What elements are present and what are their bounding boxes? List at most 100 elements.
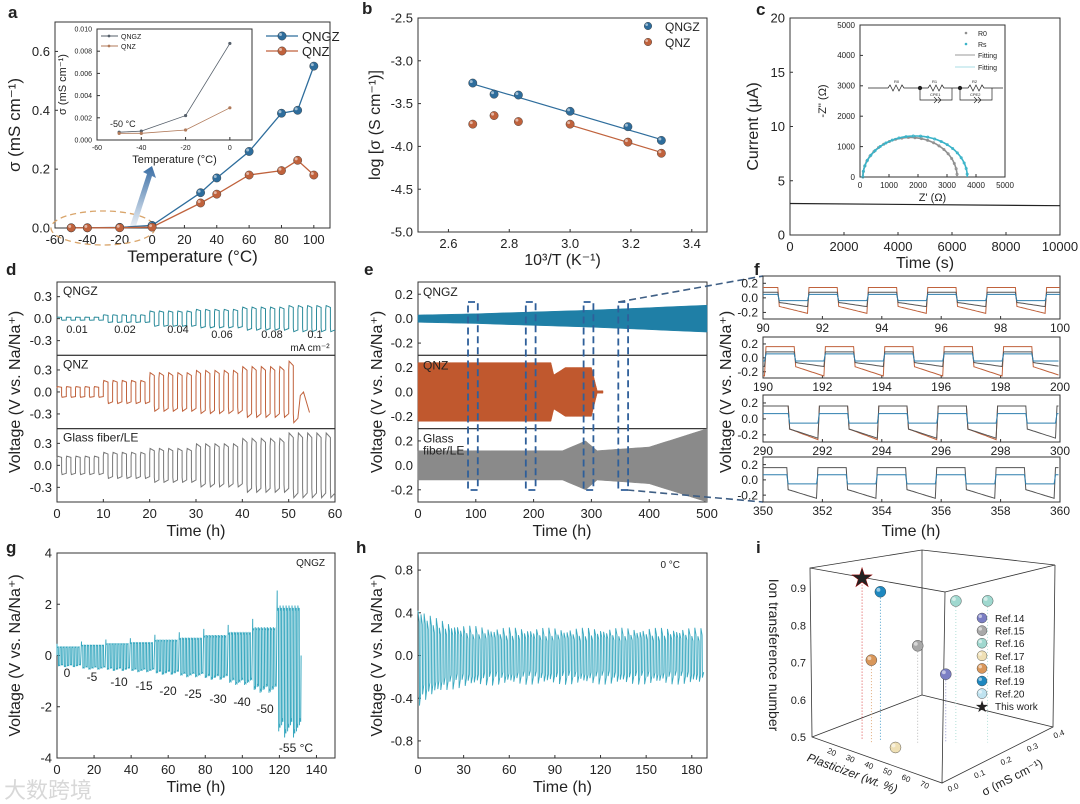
x-tick-label: 80 xyxy=(274,232,288,247)
x-tick-label: -20 xyxy=(110,232,129,247)
data-point xyxy=(890,138,894,142)
voltage-trace xyxy=(56,304,336,333)
x-tick-label: -40 xyxy=(136,145,146,152)
z-tick-label: 0.5 xyxy=(791,732,806,744)
data-point-highlight xyxy=(197,189,201,193)
voltage-trace xyxy=(56,590,302,738)
data-point-highlight xyxy=(278,110,282,114)
data-point-highlight xyxy=(68,224,72,228)
x-tick-label: 0 xyxy=(148,232,155,247)
x-tick-label: 40 xyxy=(124,762,138,777)
y-tick-label: -0.3 xyxy=(30,480,52,495)
x-tick-label: 70 xyxy=(919,779,931,791)
temperature-label: -40 xyxy=(233,695,251,709)
legend-label: This work xyxy=(995,702,1039,713)
x-tick-label: 400 xyxy=(638,506,660,521)
voltage-trace-GlassfiberLE xyxy=(763,291,1060,308)
legend-label: QNGZ xyxy=(665,20,700,34)
data-point xyxy=(939,139,943,143)
data-point-highlight xyxy=(952,597,956,601)
y-tick-label: 0.1 xyxy=(973,768,987,781)
data-point-highlight xyxy=(515,92,519,96)
data-point-highlight xyxy=(278,167,282,171)
x-tick-label: 350 xyxy=(753,504,773,518)
legend-marker xyxy=(277,46,287,56)
legend-marker-highlight xyxy=(978,690,982,694)
x-tick-label: 0 xyxy=(858,181,863,190)
circuit-label: R1 xyxy=(932,79,938,84)
x-axis-label: Time (h) xyxy=(167,779,226,796)
y-tick-label: 0.0 xyxy=(34,311,52,326)
legend-label: Ref.19 xyxy=(995,677,1025,688)
legend-label: QNZ xyxy=(665,36,690,50)
current-density-label: 0.08 xyxy=(261,329,282,341)
voltage-envelope xyxy=(417,304,708,333)
series-Ref.18: Ref.18 xyxy=(865,654,1025,743)
zoom-connector xyxy=(627,489,764,503)
legend-label: Rs xyxy=(978,42,987,49)
y-axis-label: -Z'' (Ω) xyxy=(817,84,829,117)
y-axis-label: σ (mS cm⁻¹) xyxy=(57,54,69,115)
x-tick-label: 356 xyxy=(931,504,951,518)
data-point xyxy=(244,170,254,180)
data-point xyxy=(513,117,523,126)
x-axis-label: Z' (Ω) xyxy=(919,192,946,204)
data-point-highlight xyxy=(116,224,120,228)
x-tick-label: 10000 xyxy=(1042,239,1078,254)
y-tick-label: 20 xyxy=(771,11,785,26)
data-point xyxy=(965,172,969,176)
current-density-label: 0.04 xyxy=(167,324,188,336)
x-tick-label: 2000 xyxy=(909,181,927,190)
axes-frame xyxy=(54,21,331,229)
x-tick-label: 100 xyxy=(465,506,487,521)
circuit-wires xyxy=(868,84,1003,104)
data-point-highlight xyxy=(876,587,881,592)
legend-label: Ref.18 xyxy=(995,664,1025,675)
x-tick-label: 354 xyxy=(872,504,892,518)
series-Ref.14: Ref.14 xyxy=(940,612,1025,742)
y-tick-label: 0.0 xyxy=(946,781,960,794)
data-point xyxy=(66,223,76,233)
legend-label: Ref.14 xyxy=(995,614,1025,625)
data-point xyxy=(117,131,121,135)
data-point-highlight xyxy=(567,108,571,112)
y-tick-label: 0.0 xyxy=(741,473,758,487)
subplot-label: Glass fiber/LE xyxy=(63,431,138,445)
subplot-1: 0.2 0.0 -0.2 xyxy=(391,354,708,430)
data-point xyxy=(889,741,902,754)
data-point xyxy=(959,156,963,160)
x-tick-label: 150 xyxy=(635,762,657,777)
data-point xyxy=(865,158,869,162)
x-axis-label: Time (h) xyxy=(167,523,226,540)
subplot-3: 350 352 354 356 358 360 0.20.0-0.2 xyxy=(737,456,1070,518)
data-point xyxy=(919,134,923,138)
legend-label: Ref.20 xyxy=(995,690,1025,701)
legend-marker-highlight xyxy=(978,664,982,669)
x-tick-label: 100 xyxy=(1050,321,1070,335)
circuit-label: CPE2 xyxy=(970,92,981,97)
y-tick-label: 0.3 xyxy=(34,289,52,304)
legend-marker-highlight xyxy=(978,652,982,656)
y-tick-label: 0.4 xyxy=(1052,728,1066,741)
data-point-highlight xyxy=(213,175,217,178)
zoom-window-box xyxy=(467,301,479,491)
subplot-label: QNGZ xyxy=(63,284,98,298)
x-tick-label: 200 xyxy=(523,506,545,521)
y-tick-label: 0.3 xyxy=(34,436,52,451)
data-point xyxy=(309,61,319,71)
x-tick-label: 20 xyxy=(177,232,191,247)
x-tick-label: 92 xyxy=(816,321,830,335)
legend-marker-highlight xyxy=(645,23,648,26)
data-point xyxy=(962,161,966,165)
y-tick-label: 15 xyxy=(771,65,785,80)
data-point xyxy=(861,175,865,179)
inset-annotation: -50 °C xyxy=(110,119,136,129)
temperature-label: -30 xyxy=(209,692,227,706)
data-point-highlight xyxy=(983,597,988,601)
y-tick-label: 0.2 xyxy=(395,360,413,375)
circuit-label: R2 xyxy=(972,79,978,84)
legend-star: ★ xyxy=(975,699,989,716)
legend-marker xyxy=(976,612,988,624)
nyquist-Rs: Rs Fitting xyxy=(861,42,997,179)
x-tick-label: 294 xyxy=(872,444,892,458)
